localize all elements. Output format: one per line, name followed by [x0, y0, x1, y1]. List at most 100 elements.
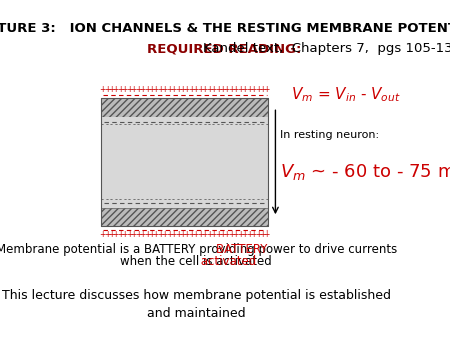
Text: +: +: [162, 231, 168, 239]
Text: -: -: [128, 196, 130, 204]
Text: +: +: [206, 231, 212, 239]
Text: +: +: [130, 85, 137, 94]
Text: +: +: [148, 85, 154, 94]
Text: +: +: [99, 231, 106, 239]
Text: +: +: [246, 85, 252, 94]
Text: +: +: [259, 85, 266, 94]
Text: +: +: [104, 85, 110, 94]
Text: +: +: [171, 85, 177, 94]
Text: -: -: [230, 196, 233, 204]
Text: -: -: [101, 196, 104, 204]
Text: -: -: [145, 120, 148, 129]
Text: -: -: [150, 196, 153, 204]
Text: +: +: [117, 85, 123, 94]
Text: +: +: [157, 85, 163, 94]
Text: +: +: [184, 231, 190, 239]
Text: -: -: [172, 196, 175, 204]
Text: -: -: [252, 196, 255, 204]
Text: -: -: [114, 120, 117, 129]
Text: -: -: [136, 196, 140, 204]
Text: This lecture discusses how membrane potential is established
and maintained: This lecture discusses how membrane pote…: [2, 289, 391, 320]
Text: -: -: [266, 196, 268, 204]
Text: -: -: [261, 196, 264, 204]
Text: +: +: [233, 231, 239, 239]
Text: -: -: [199, 120, 202, 129]
Text: -: -: [141, 196, 144, 204]
Text: -: -: [119, 120, 122, 129]
Text: In resting neuron:: In resting neuron:: [280, 130, 379, 140]
Text: -: -: [238, 196, 242, 204]
Text: +: +: [250, 231, 256, 239]
Text: -: -: [243, 120, 246, 129]
Text: -: -: [110, 196, 113, 204]
Text: -: -: [185, 196, 189, 204]
Text: +: +: [184, 85, 190, 94]
Text: -: -: [216, 196, 220, 204]
Text: when the cell is activated: when the cell is activated: [120, 255, 272, 268]
Text: +: +: [224, 231, 230, 239]
Text: -: -: [221, 120, 224, 129]
Text: -: -: [119, 196, 122, 204]
Text: +: +: [144, 231, 150, 239]
Text: +: +: [157, 231, 163, 239]
Text: -: -: [230, 120, 233, 129]
Text: -: -: [123, 196, 126, 204]
Text: +: +: [188, 85, 194, 94]
Text: -: -: [238, 120, 242, 129]
Text: -: -: [110, 120, 113, 129]
Text: -: -: [168, 196, 171, 204]
Text: -: -: [234, 120, 237, 129]
Text: -: -: [101, 120, 104, 129]
Text: +: +: [112, 85, 119, 94]
Text: -: -: [199, 196, 202, 204]
Text: +: +: [108, 231, 115, 239]
Text: -: -: [176, 196, 180, 204]
Text: -: -: [105, 120, 108, 129]
Bar: [101, 98, 268, 117]
Text: +: +: [219, 85, 225, 94]
Text: -: -: [203, 120, 206, 129]
Text: +: +: [135, 85, 141, 94]
Text: +: +: [112, 231, 119, 239]
Text: -: -: [145, 196, 148, 204]
Text: +: +: [99, 85, 106, 94]
Text: $\mathit{V}_{m}$ = $\mathit{V}_{in}$ - $\mathit{V}_{out}$: $\mathit{V}_{m}$ = $\mathit{V}_{in}$ - $…: [291, 85, 401, 104]
Text: -: -: [185, 120, 189, 129]
Text: +: +: [224, 85, 230, 94]
Text: -: -: [266, 120, 268, 129]
Text: Membrane potential is a BATTERY providing power to drive currents: Membrane potential is a BATTERY providin…: [0, 243, 397, 256]
Text: +: +: [140, 85, 146, 94]
Text: +: +: [148, 231, 154, 239]
Text: -: -: [207, 196, 211, 204]
Text: -: -: [190, 196, 193, 204]
Text: -: -: [234, 196, 237, 204]
Text: +: +: [264, 85, 270, 94]
Text: -: -: [114, 196, 117, 204]
Text: -: -: [136, 120, 140, 129]
Text: +: +: [122, 85, 128, 94]
Text: +: +: [179, 85, 186, 94]
Text: -: -: [168, 120, 171, 129]
Text: REQUIRED READING:: REQUIRED READING:: [147, 42, 306, 55]
Text: +: +: [219, 231, 225, 239]
Text: -: -: [123, 120, 126, 129]
Text: Kandel text,  Chapters 7,  pgs 105-139: Kandel text, Chapters 7, pgs 105-139: [203, 42, 450, 55]
Text: -: -: [159, 120, 162, 129]
Text: -: -: [176, 120, 180, 129]
Bar: [101, 208, 268, 226]
Text: +: +: [135, 231, 141, 239]
Text: +: +: [140, 231, 146, 239]
Text: -: -: [256, 196, 259, 204]
Bar: [101, 117, 268, 208]
Text: -: -: [225, 196, 228, 204]
Text: $\mathit{V}_{m}$ ~ - 60 to - 75 mV: $\mathit{V}_{m}$ ~ - 60 to - 75 mV: [280, 162, 450, 183]
Text: +: +: [202, 85, 208, 94]
Text: +: +: [228, 231, 234, 239]
Text: -: -: [194, 120, 197, 129]
Text: -: -: [248, 196, 251, 204]
Text: +: +: [197, 231, 203, 239]
Text: -: -: [252, 120, 255, 129]
Text: -: -: [190, 120, 193, 129]
Text: +: +: [259, 231, 266, 239]
Text: +: +: [126, 231, 132, 239]
